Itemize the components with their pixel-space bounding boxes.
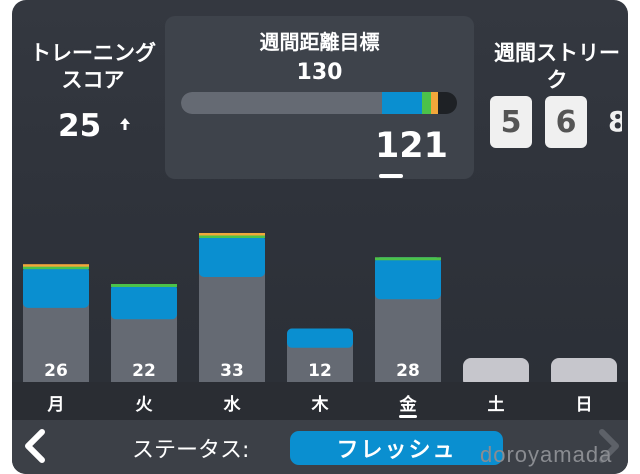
day-label[interactable]: 土: [487, 395, 505, 415]
day-bar-blue-segment: [287, 328, 353, 348]
progress-fill-orange: [430, 92, 438, 114]
day-bar-empty: [551, 358, 617, 388]
chevron-right-icon[interactable]: [596, 428, 622, 464]
day-bar-value: 26: [44, 361, 68, 381]
bottom-bar: ステータス: フレッシュ: [12, 420, 628, 474]
day-bar-empty: [463, 358, 529, 388]
day-bar-orange-segment: [199, 233, 265, 236]
streak-digit-tens: 5: [490, 96, 532, 148]
day-bar-blue-segment: [23, 266, 89, 308]
day-bar-green-segment: [23, 266, 89, 270]
weekly-goal-target: 130: [296, 60, 343, 85]
day-bar-value: 12: [308, 361, 332, 381]
training-score-title: トレーニングスコア: [30, 41, 156, 92]
day-bar-value: 33: [220, 361, 244, 381]
training-score-value: 25: [58, 108, 102, 144]
daily-distance-chart: 26 22 33 12 28: [23, 233, 617, 388]
stats-screen: トレーニングスコア 25 週間距離目標 130 121 週間ストリーク 5 6 …: [12, 0, 628, 474]
day-bar-blue-segment: [375, 257, 441, 300]
weekly-goal-progress-bar: [181, 92, 457, 114]
day-bar-value: 22: [132, 361, 156, 381]
streak-digit-ones: 6: [545, 96, 587, 148]
streak-digit-next: 8: [608, 105, 622, 138]
weekly-streak-title: 週間ストリーク: [494, 41, 620, 92]
watermark: doroyamada: [480, 442, 613, 467]
day-bar-green-segment: [199, 235, 265, 238]
chevron-left-icon[interactable]: [20, 428, 50, 464]
progress-fill-grey: [181, 92, 382, 114]
progress-fill-green: [421, 92, 431, 114]
day-label[interactable]: 木: [311, 395, 329, 415]
day-label[interactable]: 火: [135, 395, 153, 415]
status-badge: フレッシュ: [290, 431, 503, 465]
day-label[interactable]: 日: [575, 395, 593, 415]
day-bar-value: 28: [396, 361, 420, 381]
selected-day-underline: [399, 415, 417, 418]
day-bar-green-segment: [111, 284, 177, 287]
day-label[interactable]: 金: [399, 395, 417, 415]
weekday-row: 月火水木金土日: [12, 382, 628, 422]
weekly-goal-panel[interactable]: 週間距離目標 130 121: [165, 16, 474, 179]
weekly-goal-current: 121: [374, 126, 448, 166]
day-bar-orange-segment: [23, 264, 89, 267]
day-bar-blue-segment: [199, 235, 265, 277]
day-bar-blue-segment: [111, 284, 177, 320]
day-bar-green-segment: [375, 257, 441, 261]
status-label: ステータス:: [132, 438, 250, 463]
day-label[interactable]: 月: [47, 395, 65, 415]
day-label[interactable]: 水: [223, 395, 241, 415]
weekly-goal-underline: [379, 174, 403, 178]
arrow-up-icon: [120, 118, 130, 130]
weekly-goal-title: 週間距離目標: [259, 30, 380, 54]
progress-fill-blue: [381, 92, 422, 114]
